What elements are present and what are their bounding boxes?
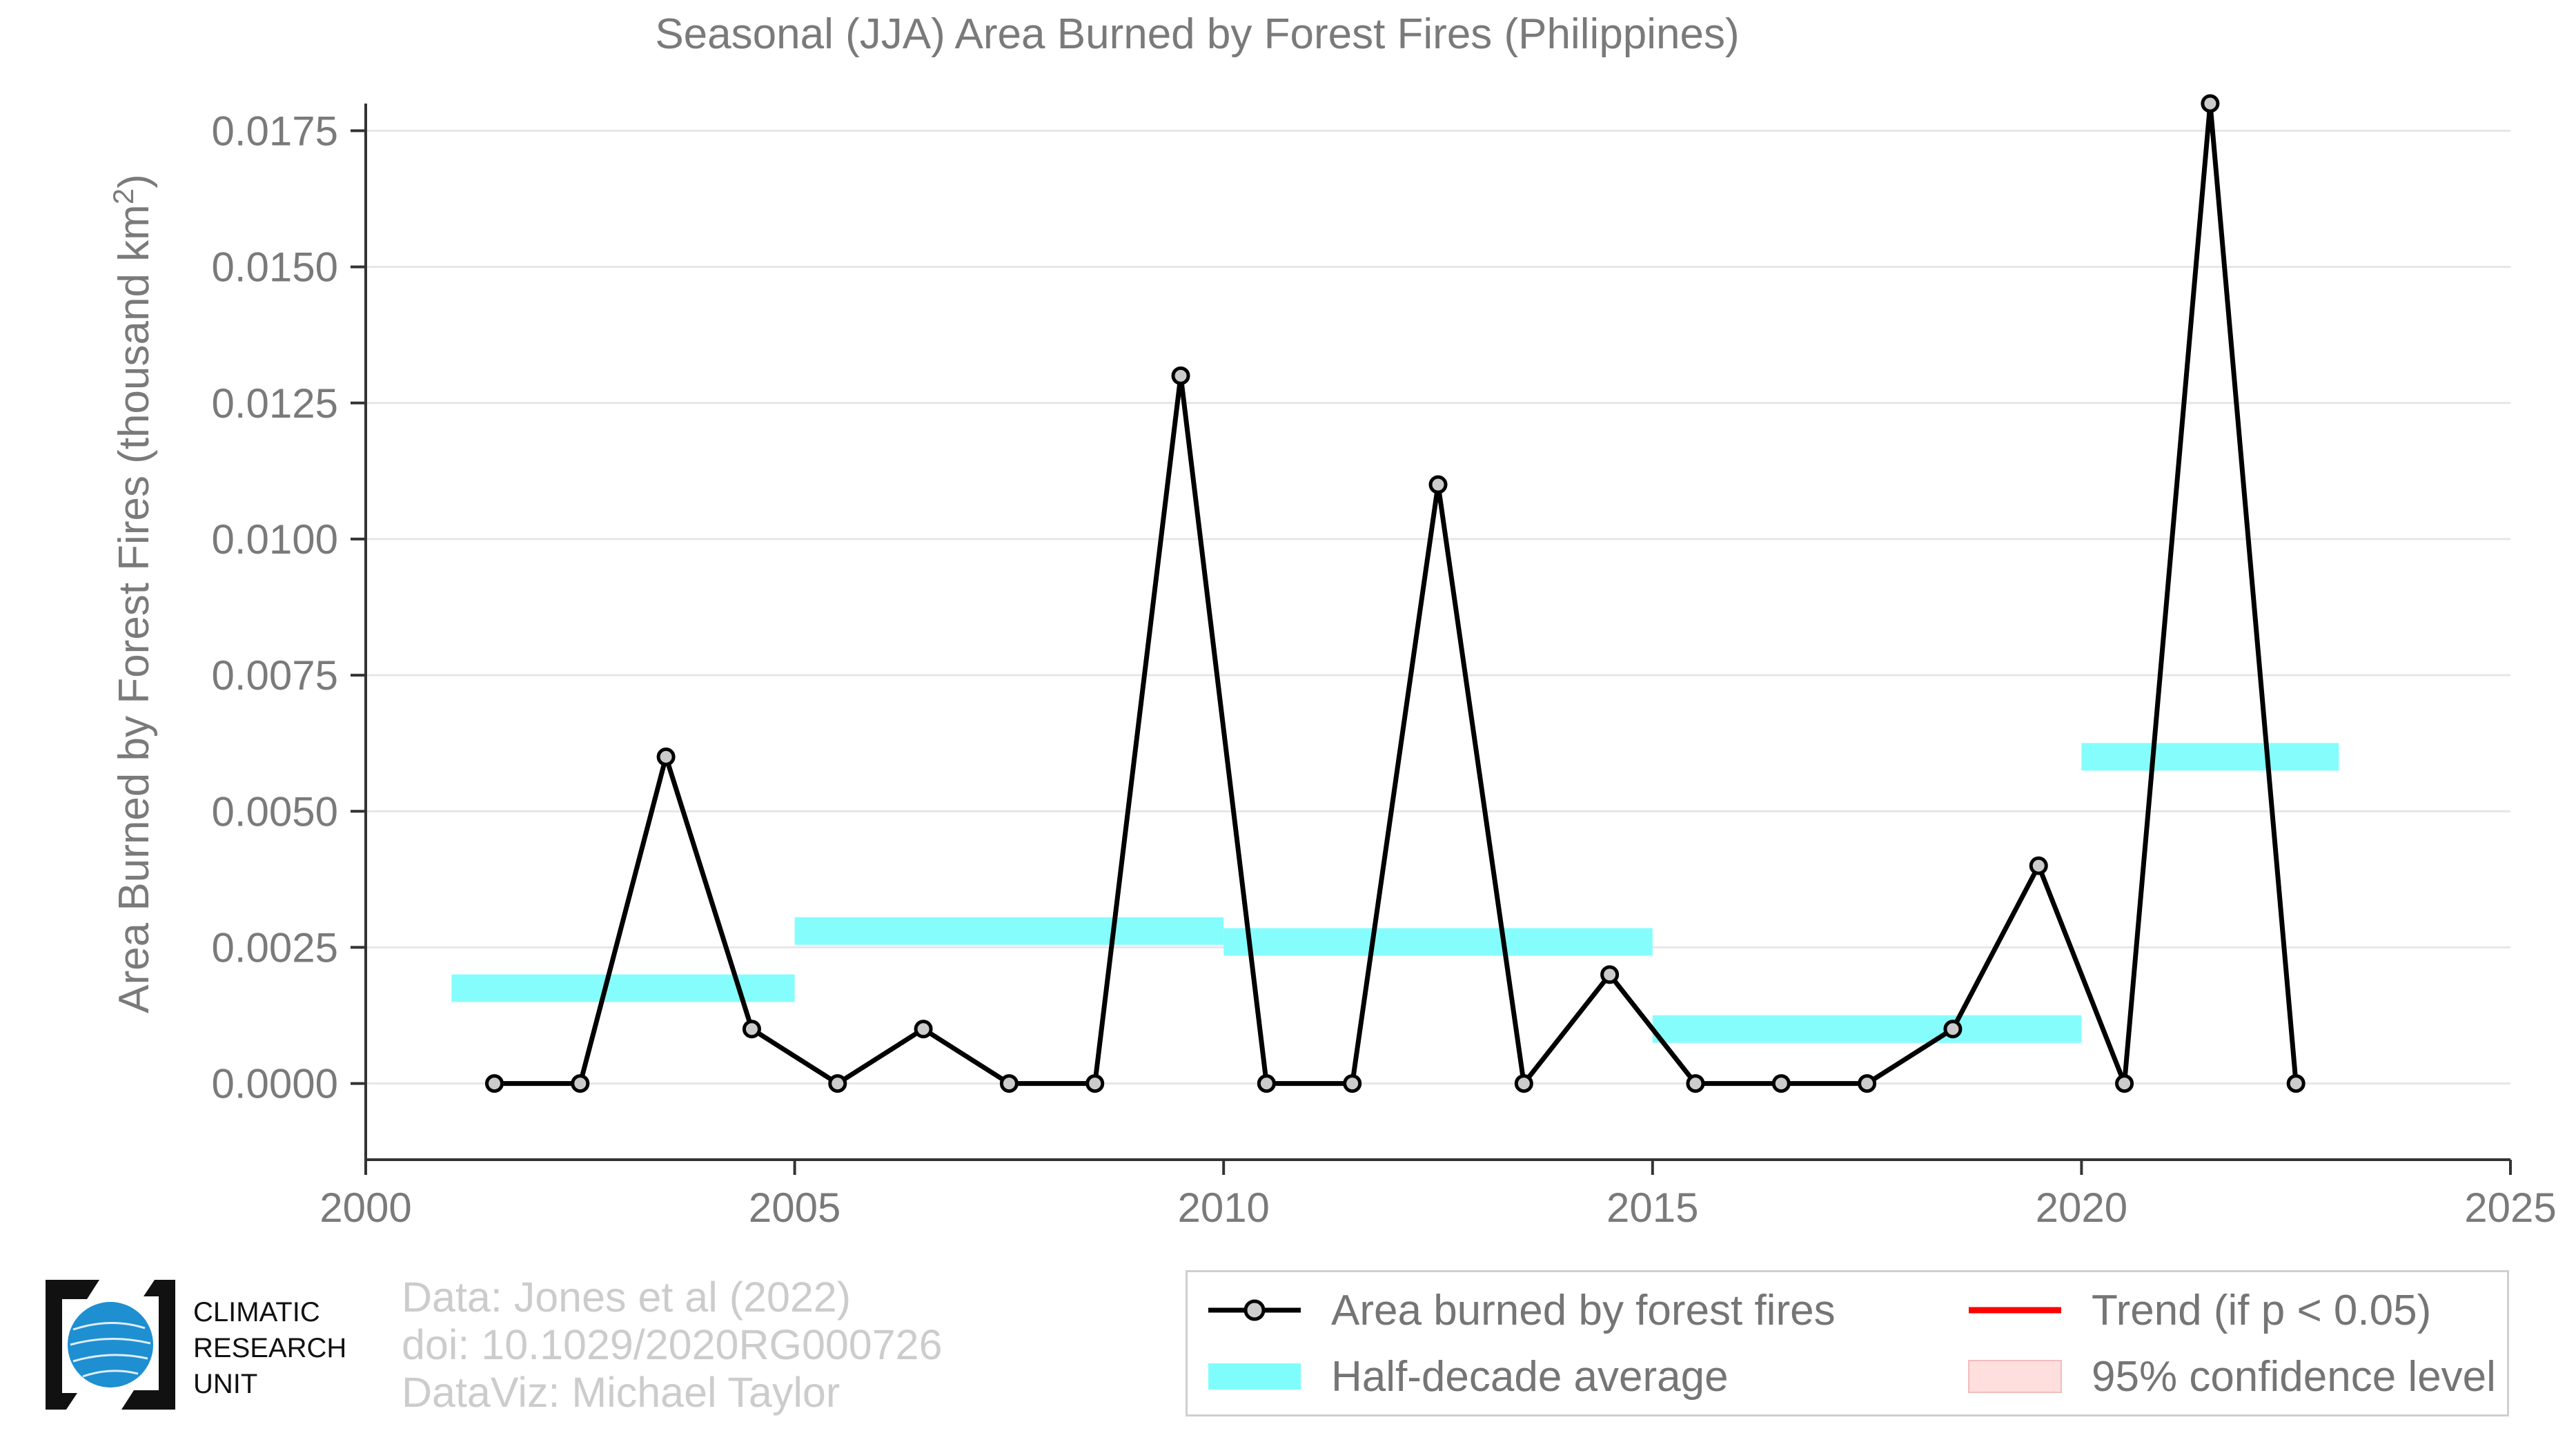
legend: Area burned by forest fires Half-decade … [1186,1270,2509,1416]
x-tick-label: 2005 [749,1185,840,1231]
x-tick-label: 2000 [319,1185,411,1231]
legend-key-trend [1963,1279,2067,1341]
y-tick-label: 0.0175 [211,108,338,154]
credit-data-source: Data: Jones et al (2022) [402,1274,852,1321]
logo-line-2: RESEARCH [193,1333,347,1363]
y-tick-label: 0.0000 [211,1061,338,1107]
legend-label-average: Half-decade average [1331,1352,1729,1401]
data-point [1858,1074,1877,1093]
data-point [484,1074,504,1093]
x-tick-label: 2020 [2036,1185,2127,1231]
data-point [1257,1074,1276,1093]
credits: Data: Jones et al (2022) doi: 10.1029/20… [402,1274,943,1416]
data-point [828,1074,847,1093]
chart-title: Seasonal (JJA) Area Burned by Forest Fir… [655,10,1739,58]
y-tick-label: 0.0025 [211,924,338,971]
x-tick-label: 2015 [1606,1185,1698,1231]
data-point [656,747,676,766]
y-tick-label: 0.0075 [211,652,338,699]
logo-mark [46,1280,175,1410]
data-point [742,1020,761,1039]
y-tick-label: 0.0100 [211,516,338,563]
x-tick-label: 2010 [1177,1185,1269,1231]
data-point [1085,1074,1105,1093]
logo-text: CLIMATIC RESEARCH UNIT [193,1294,346,1402]
data-point [1514,1074,1533,1093]
half-decade-average-bar [794,917,1224,945]
data-point [999,1074,1019,1093]
data-point [2201,94,2220,113]
data-point [1686,1074,1705,1093]
legend-item-confidence: 95% confidence level [1963,1345,2496,1408]
data-point [1171,366,1190,385]
data-point [2029,856,2048,875]
grid [366,129,2510,1085]
legend-item-line: Area burned by forest fires [1203,1279,1836,1341]
axes: 0.0000 0.0025 0.0050 0.0075 0.0100 0.0125 0.01… [211,104,2557,1231]
half-decade-average-bar [2081,743,2339,771]
globe-icon [68,1302,153,1387]
legend-label-trend: Trend (if p < 0.05) [2092,1286,2432,1334]
credit-doi: doi: 10.1029/2020RG000726 [402,1321,943,1368]
data-point [571,1074,590,1093]
half-decade-average-bar [1223,928,1653,956]
legend-key-line [1203,1279,1306,1341]
data-point [1600,965,1620,984]
data-point [1943,1020,1963,1039]
x-tick-label: 2025 [2464,1185,2556,1231]
logo-line-3: UNIT [193,1369,258,1399]
series-line [494,101,2299,1087]
y-axis-label: Area Burned by Forest Fires (thousand km… [107,174,158,1013]
half-decade-average-bar [1652,1015,2082,1043]
cru-logo [41,1276,179,1414]
legend-item-trend: Trend (if p < 0.05) [1963,1279,2431,1341]
legend-key-average [1203,1345,1306,1408]
data-point [1428,475,1448,494]
area-burned-series [484,94,2305,1093]
legend-label-line: Area burned by forest fires [1331,1286,1836,1334]
logo-line-1: CLIMATIC [193,1297,320,1327]
legend-label-confidence: 95% confidence level [2092,1352,2496,1401]
legend-item-average: Half-decade average [1203,1345,1729,1408]
y-tick-label: 0.0125 [211,380,338,427]
data-point [1343,1074,1362,1093]
legend-key-confidence [1963,1345,2067,1408]
data-point [2115,1074,2134,1093]
y-tick-label: 0.0150 [211,244,338,291]
data-point [914,1020,933,1039]
y-tick-label: 0.0050 [211,788,338,835]
data-point [1771,1074,1791,1093]
credit-dataviz: DataViz: Michael Taylor [402,1369,840,1416]
data-point [2286,1074,2305,1093]
